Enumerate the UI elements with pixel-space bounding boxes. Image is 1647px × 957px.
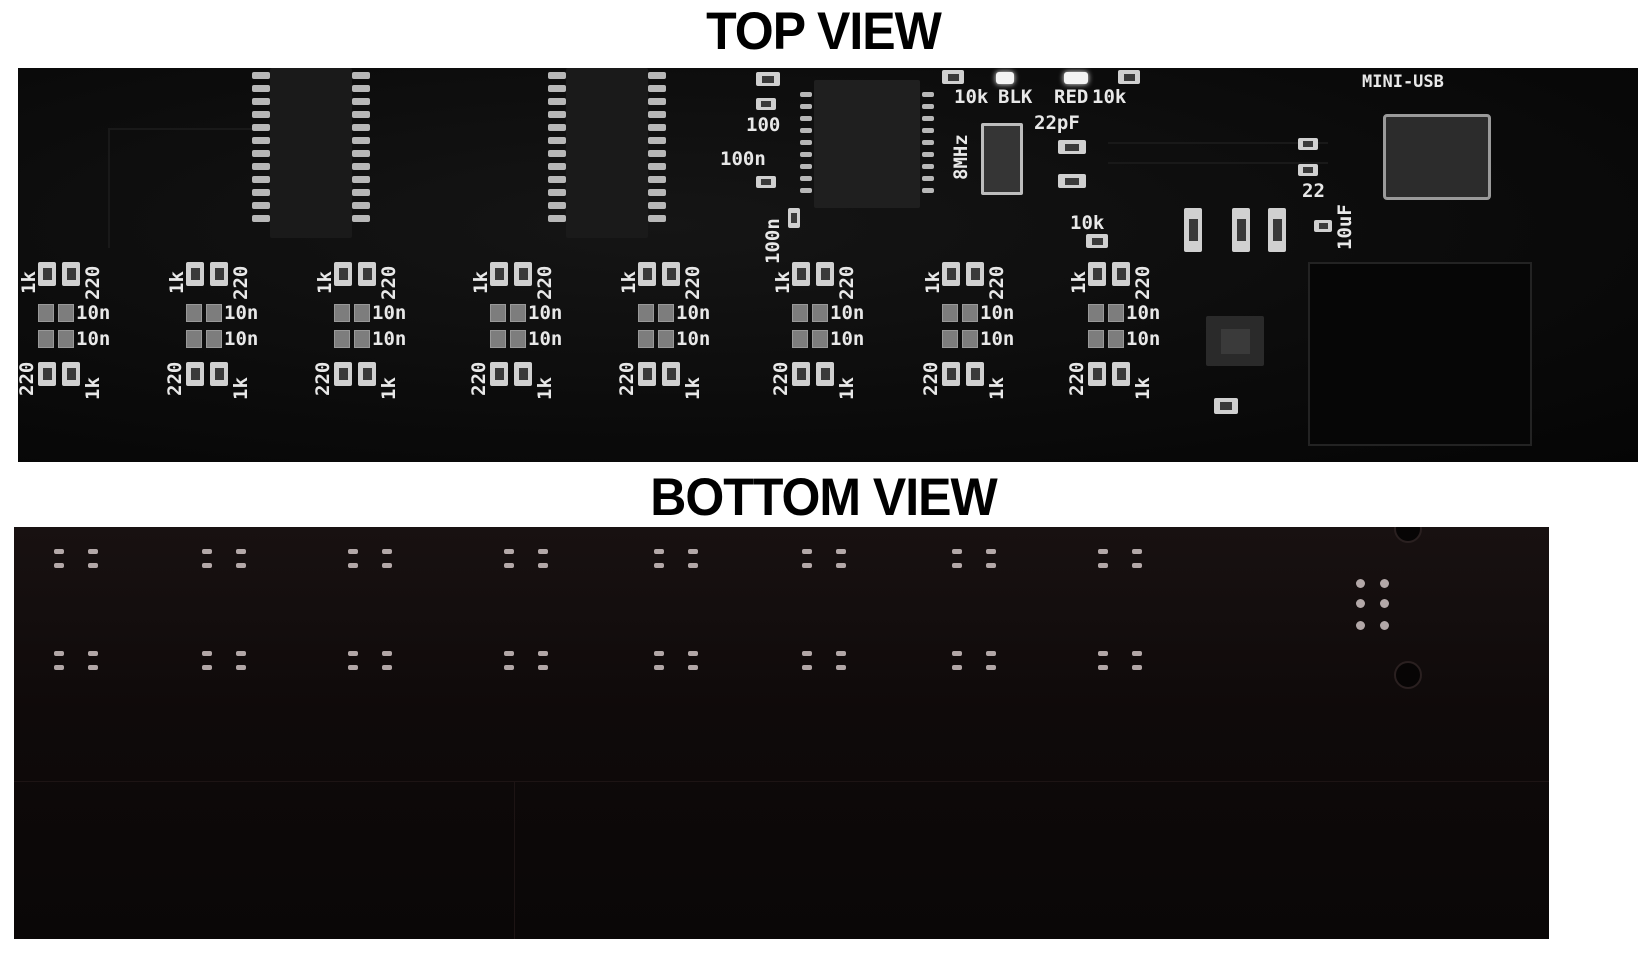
channel-group: 1k 220 10n 10n 220 1k: [164, 256, 306, 406]
silk-220-top: 220: [82, 265, 104, 300]
channel-group: 1k 220 10n 10n 220 1k: [616, 256, 758, 406]
silk-220-bottom: 220: [312, 361, 334, 396]
silk-blk: BLK: [998, 86, 1033, 108]
silk-220-top: 220: [230, 265, 252, 300]
silk-220-bottom: 220: [164, 361, 186, 396]
silk-220-bottom: 220: [468, 361, 490, 396]
silk-1k-bottom: 1k: [836, 377, 858, 400]
silk-10n-a: 10n: [676, 302, 711, 324]
silk-10n-a: 10n: [224, 302, 259, 324]
silk-10n-a: 10n: [1126, 302, 1161, 324]
silk-1k-top: 1k: [314, 271, 336, 294]
microcontroller-chip: [814, 80, 920, 208]
shift-register-chip-2: [566, 68, 648, 238]
silk-1k-bottom: 1k: [986, 377, 1008, 400]
silk-220-top: 220: [986, 265, 1008, 300]
silk-220-top: 220: [1132, 265, 1154, 300]
silk-100n-a: 100n: [720, 148, 766, 170]
bottom-view-title: BOTTOM VIEW: [650, 467, 997, 527]
silk-1k-top: 1k: [618, 271, 640, 294]
silk-1k-top: 1k: [922, 271, 944, 294]
silk-10uf: 10uF: [1334, 204, 1356, 250]
silk-10n-b: 10n: [980, 328, 1015, 350]
silk-1k-top: 1k: [166, 271, 188, 294]
silk-10n-a: 10n: [830, 302, 865, 324]
silk-10k-b: 10k: [1092, 86, 1127, 108]
silk-220-top: 220: [378, 265, 400, 300]
silk-220-top: 220: [836, 265, 858, 300]
silk-10n-b: 10n: [676, 328, 711, 350]
silk-10n-b: 10n: [528, 328, 563, 350]
silk-10n-b: 10n: [830, 328, 865, 350]
silk-10k-c: 10k: [1070, 212, 1105, 234]
silk-220-bottom: 220: [18, 361, 38, 396]
silk-8mhz: 8MHz: [950, 134, 972, 180]
mini-usb-connector: [1383, 114, 1491, 200]
silk-10n-a: 10n: [980, 302, 1015, 324]
silk-10n-a: 10n: [372, 302, 407, 324]
silk-1k-bottom: 1k: [82, 377, 104, 400]
silk-10n-a: 10n: [76, 302, 111, 324]
silk-1k-bottom: 1k: [534, 377, 556, 400]
silk-1k-bottom: 1k: [682, 377, 704, 400]
silk-220-bottom: 220: [920, 361, 942, 396]
modular-jack: [1308, 262, 1532, 446]
silk-10n-b: 10n: [1126, 328, 1161, 350]
channel-group: 1k 220 10n 10n 220 1k: [468, 256, 610, 406]
silk-1k-top: 1k: [1068, 271, 1090, 294]
blk-led: [996, 72, 1014, 84]
silk-mini-usb: MINI-USB: [1362, 72, 1444, 92]
silk-10n-b: 10n: [224, 328, 259, 350]
pcb-bottom-photo: [14, 527, 1549, 939]
silk-red: RED: [1054, 86, 1089, 108]
silk-1k-bottom: 1k: [230, 377, 252, 400]
silk-100: 100: [746, 114, 781, 136]
silk-1k-top: 1k: [18, 271, 40, 294]
silk-1k-top: 1k: [470, 271, 492, 294]
silk-1k-bottom: 1k: [378, 377, 400, 400]
silk-220-top: 220: [534, 265, 556, 300]
silk-10n-a: 10n: [528, 302, 563, 324]
top-view-title: TOP VIEW: [706, 1, 942, 61]
silk-220-bottom: 220: [1066, 361, 1088, 396]
red-led: [1064, 72, 1088, 84]
crystal: [981, 123, 1023, 195]
shift-register-chip-1: [270, 68, 352, 238]
silk-22: 22: [1302, 180, 1325, 202]
silk-10n-b: 10n: [76, 328, 111, 350]
silk-220-bottom: 220: [770, 361, 792, 396]
silk-1k-top: 1k: [772, 271, 794, 294]
channel-group: 1k 220 10n 10n 220 1k: [920, 256, 1062, 406]
silk-220-bottom: 220: [616, 361, 638, 396]
silk-1k-bottom: 1k: [1132, 377, 1154, 400]
silk-10n-b: 10n: [372, 328, 407, 350]
channel-group: 1k 220 10n 10n 220 1k: [312, 256, 454, 406]
channel-group: 1k 220 10n 10n 220 1k: [18, 256, 158, 406]
channel-group: 1k 220 10n 10n 220 1k: [770, 256, 912, 406]
silk-22pf: 22pF: [1034, 112, 1080, 134]
silk-10k-a: 10k: [954, 86, 989, 108]
channel-group: 1k 220 10n 10n 220 1k: [1066, 256, 1208, 406]
silk-220-top: 220: [682, 265, 704, 300]
pcb-top-photo: 100 100n 100n 8MHz 10k BLK RED 10k 22pF …: [18, 68, 1638, 462]
